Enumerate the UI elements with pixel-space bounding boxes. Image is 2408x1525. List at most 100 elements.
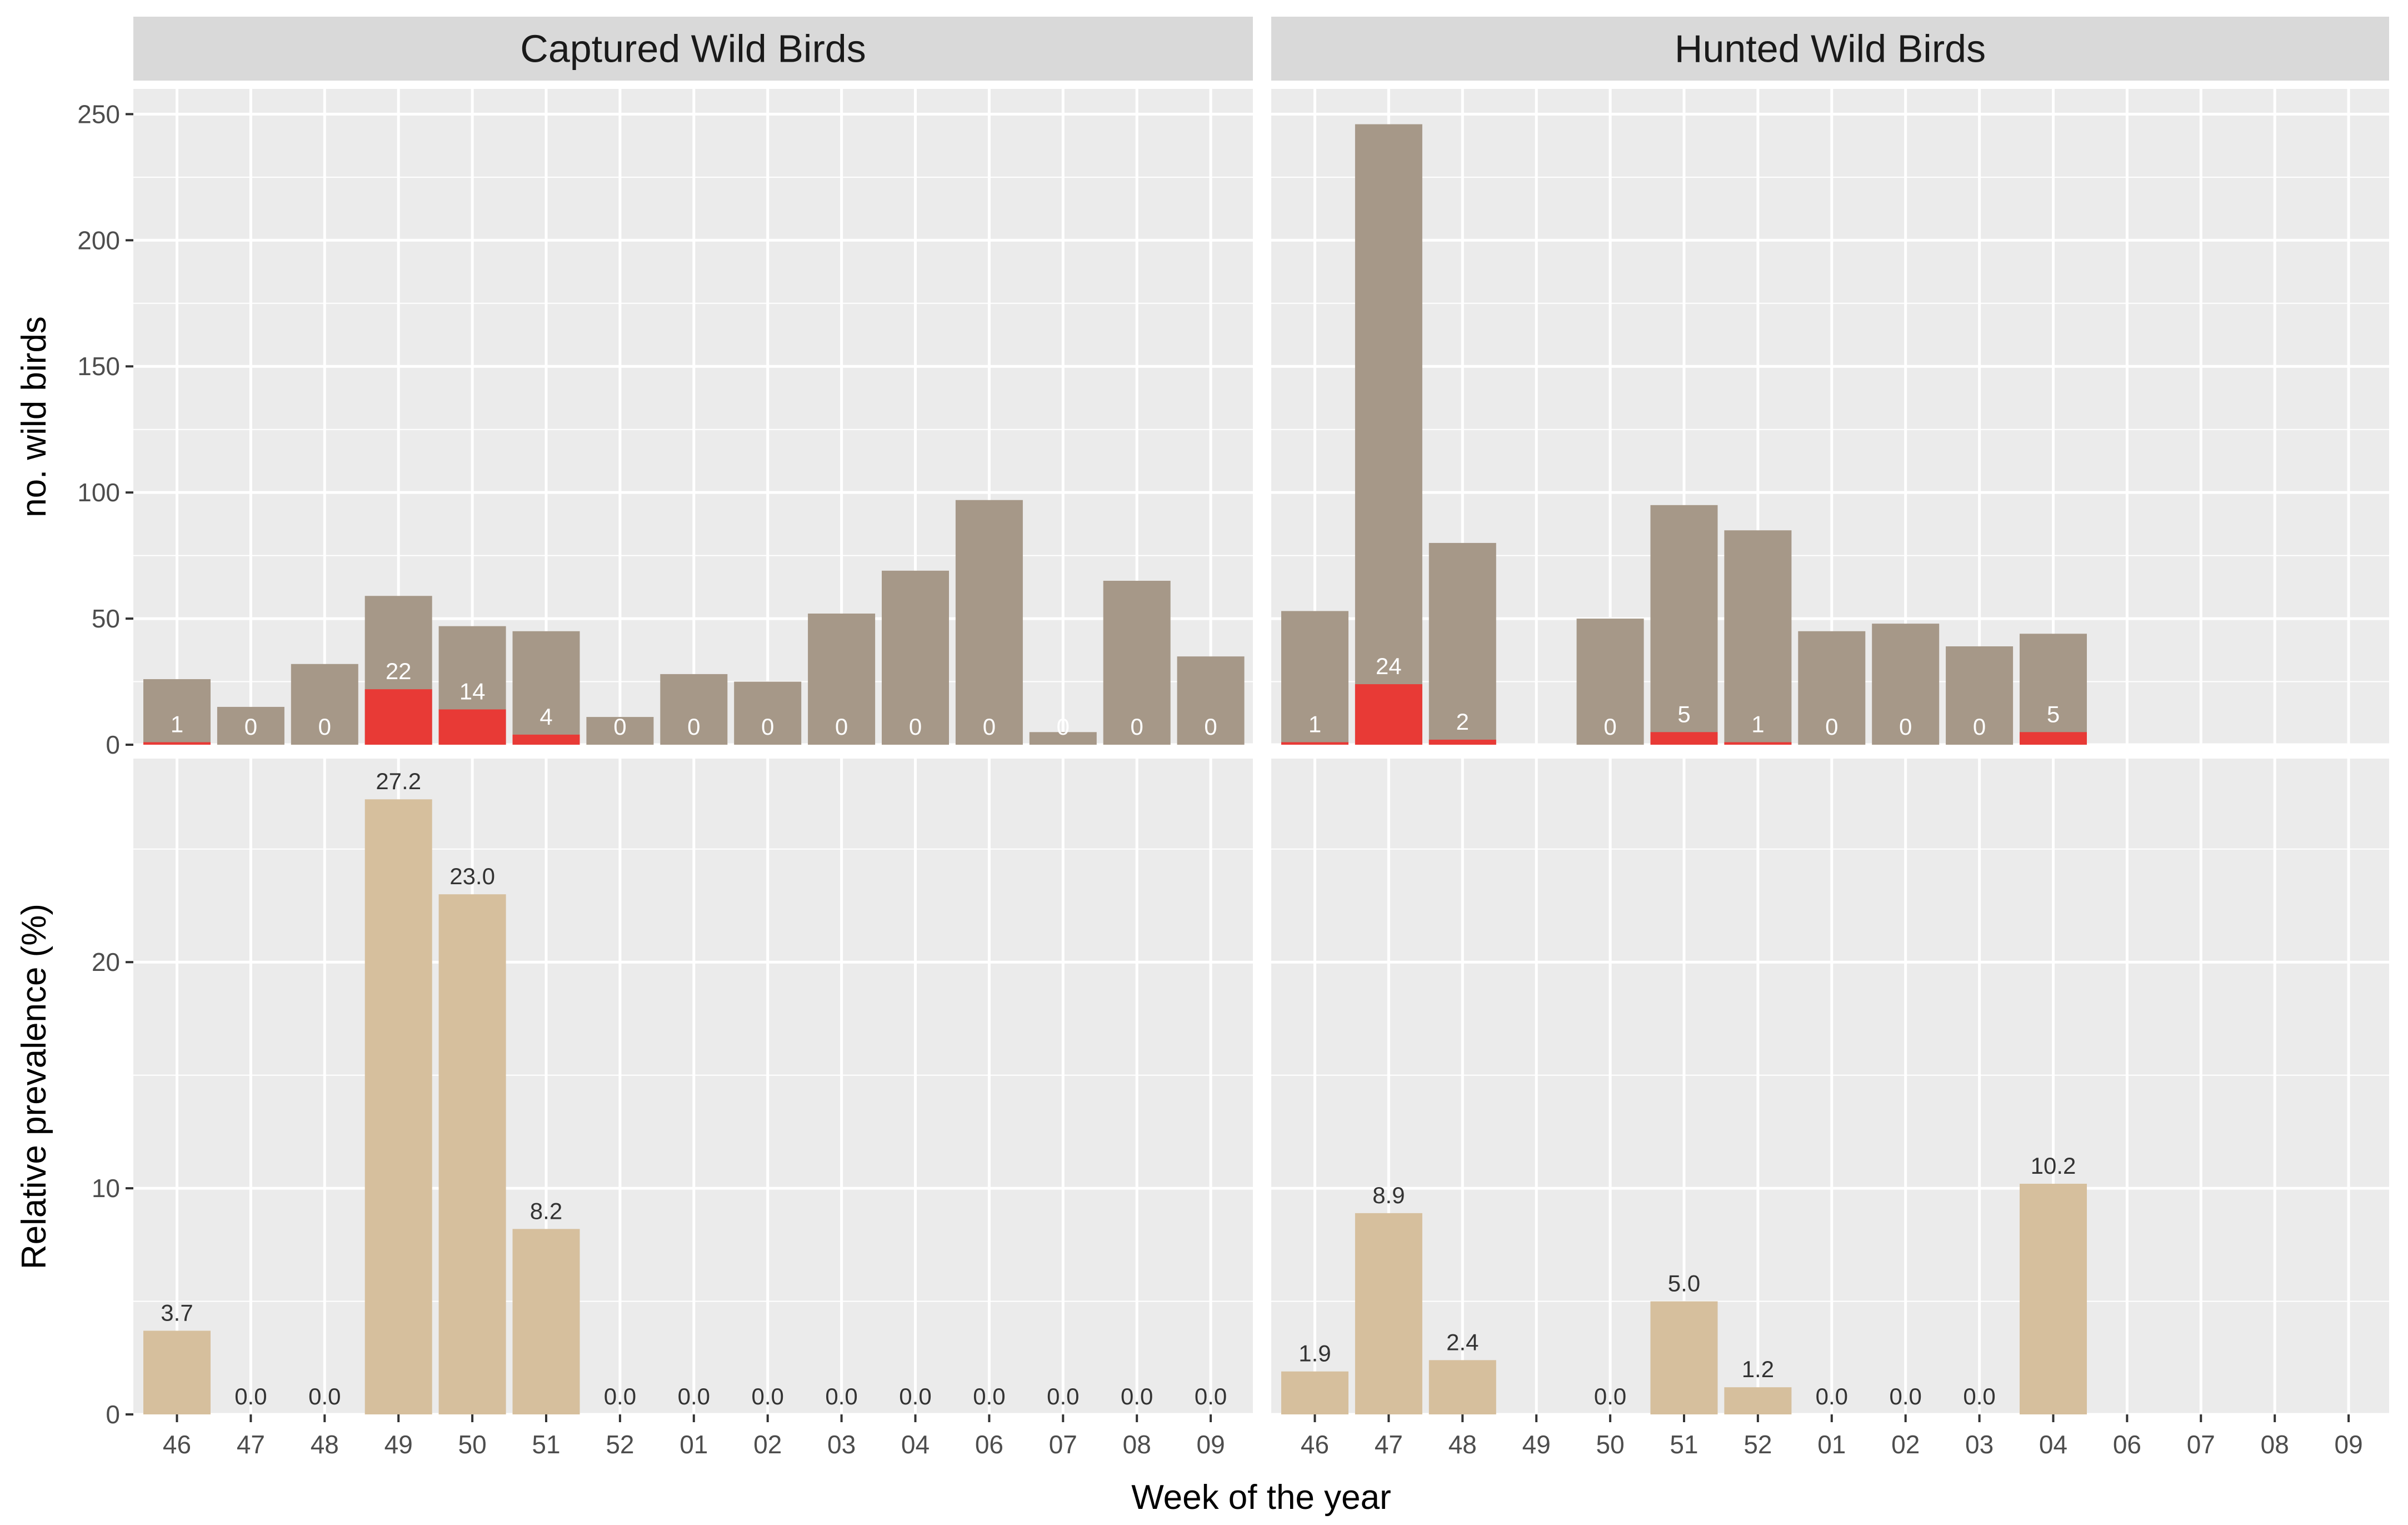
bar-prevalence-label: 0.0	[1047, 1383, 1079, 1409]
facet-strip-label: Hunted Wild Birds	[1675, 27, 1986, 71]
panel-background	[1271, 759, 2389, 1414]
bar-count-label: 24	[1376, 653, 1402, 679]
bar-total-birds	[1650, 505, 1718, 745]
x-tick-label: 08	[1123, 1430, 1151, 1459]
bar-prevalence	[1650, 1301, 1718, 1414]
bar-total-birds	[1103, 581, 1171, 745]
x-tick-label: 46	[163, 1430, 191, 1459]
x-tick-label: 03	[827, 1430, 856, 1459]
bar-count-label: 0	[1057, 714, 1070, 740]
bar-count-label: 5	[1677, 701, 1690, 727]
x-tick-label: 51	[1670, 1430, 1698, 1459]
y-tick-label: 10	[92, 1174, 120, 1203]
bar-total-birds	[291, 664, 358, 745]
x-tick-label: 09	[2335, 1430, 2363, 1459]
x-tick-label: 47	[237, 1430, 265, 1459]
bar-positive-birds	[143, 742, 211, 745]
x-tick-label: 06	[2113, 1430, 2141, 1459]
bar-count-label: 0	[1899, 714, 1912, 740]
bar-count-label: 1	[1751, 711, 1764, 737]
bar-prevalence-label: 0.0	[825, 1383, 857, 1409]
facet-strip	[133, 17, 1253, 81]
y-tick-label: 150	[77, 352, 120, 381]
bar-total-birds	[1428, 542, 1496, 745]
bar-prevalence-label: 1.2	[1742, 1356, 1774, 1382]
facet-strip-label: Captured Wild Birds	[520, 27, 866, 71]
x-tick-label: 48	[1448, 1430, 1477, 1459]
x-tick-label: 47	[1375, 1430, 1403, 1459]
bar-count-label: 0	[318, 714, 331, 740]
bar-prevalence	[438, 894, 506, 1414]
bar-positive-birds	[438, 709, 506, 745]
x-tick-label: 52	[1743, 1430, 1772, 1459]
bar-total-birds	[1281, 611, 1348, 745]
bar-count-label: 0	[1603, 714, 1616, 740]
bar-prevalence	[2020, 1183, 2087, 1414]
bar-total-birds	[1798, 631, 1866, 745]
y-tick-label: 0	[106, 1400, 120, 1429]
bar-positive-birds	[1650, 732, 1718, 745]
bar-prevalence-label: 10.2	[2031, 1153, 2076, 1179]
bar-prevalence-label: 0.0	[1594, 1383, 1626, 1409]
bar-total-birds	[586, 717, 654, 745]
bar-prevalence-label: 0.0	[234, 1383, 267, 1409]
bar-total-birds	[1355, 124, 1422, 745]
bar-total-birds	[808, 614, 876, 745]
bar-prevalence-label: 8.9	[1372, 1182, 1405, 1208]
y-axis-title: no. wild birds	[15, 316, 53, 517]
x-tick-label: 01	[680, 1430, 708, 1459]
bar-count-label: 0	[613, 714, 626, 740]
x-tick-label: 06	[975, 1430, 1003, 1459]
bar-prevalence	[512, 1229, 580, 1414]
bar-total-birds	[512, 631, 580, 745]
x-tick-label: 02	[1891, 1430, 1920, 1459]
x-tick-label: 50	[1596, 1430, 1625, 1459]
bar-prevalence	[364, 799, 432, 1414]
bar-positive-birds	[1281, 742, 1348, 745]
bar-total-birds	[882, 570, 949, 745]
x-tick-label: 52	[606, 1430, 634, 1459]
bar-prevalence-label: 27.2	[376, 768, 421, 794]
x-tick-label: 02	[753, 1430, 782, 1459]
bar-prevalence-label: 5.0	[1668, 1270, 1700, 1297]
bar-total-birds	[143, 679, 211, 745]
x-tick-label: 08	[2261, 1430, 2289, 1459]
bar-prevalence-label: 0.0	[1816, 1383, 1848, 1409]
x-tick-label: 49	[1522, 1430, 1551, 1459]
bar-count-label: 0	[835, 714, 848, 740]
bar-positive-birds	[1428, 739, 1496, 745]
bar-count-label: 5	[2047, 701, 2060, 727]
x-tick-label: 49	[384, 1430, 413, 1459]
x-tick-label: 09	[1197, 1430, 1225, 1459]
y-tick-label: 50	[92, 604, 120, 633]
bar-positive-birds	[2020, 732, 2087, 745]
bar-count-label: 0	[1825, 714, 1838, 740]
x-tick-label: 04	[901, 1430, 930, 1459]
bar-prevalence-label: 2.4	[1446, 1329, 1478, 1355]
bar-total-birds	[1946, 646, 2014, 745]
bar-count-label: 0	[244, 714, 257, 740]
x-tick-label: 50	[458, 1430, 487, 1459]
bar-count-label: 1	[1308, 711, 1321, 737]
y-tick-label: 200	[77, 226, 120, 255]
bar-count-label: 4	[539, 704, 552, 730]
y-tick-label: 250	[77, 99, 120, 128]
bar-total-birds	[1724, 530, 1792, 745]
x-tick-label: 03	[1965, 1430, 1994, 1459]
bar-prevalence-label: 0.0	[752, 1383, 784, 1409]
x-tick-label: 07	[2187, 1430, 2215, 1459]
bar-count-label: 14	[459, 678, 486, 704]
bar-positive-birds	[364, 689, 432, 745]
bar-prevalence-label: 0.0	[604, 1383, 636, 1409]
x-tick-label: 01	[1817, 1430, 1846, 1459]
x-tick-label: 07	[1049, 1430, 1077, 1459]
bar-prevalence	[1281, 1371, 1348, 1414]
bar-total-birds	[1029, 732, 1097, 745]
y-tick-label: 20	[92, 948, 120, 976]
x-axis-title: Week of the year	[1131, 1478, 1391, 1517]
bar-count-label: 2	[1456, 709, 1469, 735]
x-tick-label: 46	[1301, 1430, 1329, 1459]
bar-total-birds	[2020, 634, 2087, 745]
bar-prevalence-label: 0.0	[1890, 1383, 1922, 1409]
